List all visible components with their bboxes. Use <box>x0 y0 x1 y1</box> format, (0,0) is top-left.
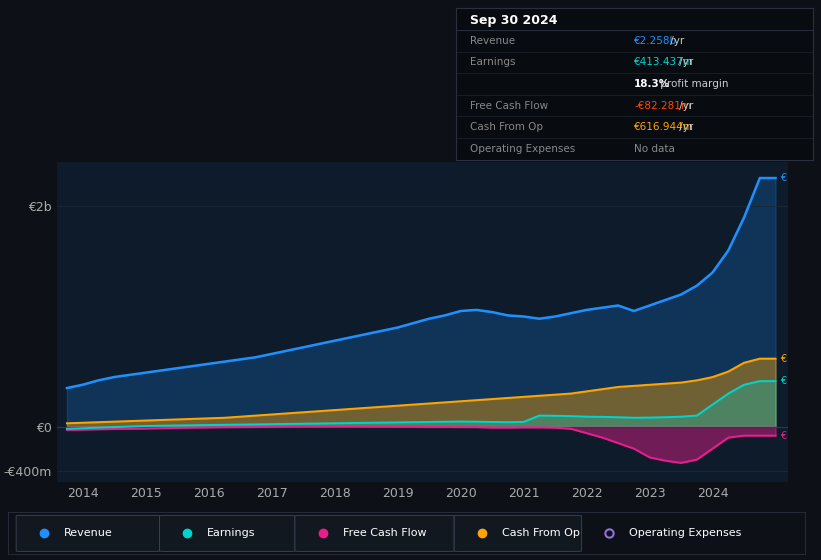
Text: /yr: /yr <box>676 101 693 111</box>
Text: Earnings: Earnings <box>470 58 516 67</box>
Text: €: € <box>780 431 786 441</box>
Text: -€82.281m: -€82.281m <box>635 101 691 111</box>
Text: Revenue: Revenue <box>64 529 112 538</box>
Text: Sep 30 2024: Sep 30 2024 <box>470 14 557 27</box>
Text: Cash From Op: Cash From Op <box>502 529 580 538</box>
Text: Operating Expenses: Operating Expenses <box>630 529 741 538</box>
Text: Revenue: Revenue <box>470 36 515 46</box>
Text: profit margin: profit margin <box>658 79 729 89</box>
FancyBboxPatch shape <box>295 515 454 552</box>
Text: No data: No data <box>635 144 675 154</box>
Text: €616.944m: €616.944m <box>635 122 694 132</box>
Text: /yr: /yr <box>676 122 693 132</box>
Text: Earnings: Earnings <box>207 529 256 538</box>
Text: Free Cash Flow: Free Cash Flow <box>342 529 426 538</box>
FancyBboxPatch shape <box>16 515 159 552</box>
FancyBboxPatch shape <box>454 515 581 552</box>
Text: €: € <box>780 173 786 183</box>
Text: €: € <box>780 376 786 386</box>
Text: /yr: /yr <box>676 58 693 67</box>
FancyBboxPatch shape <box>159 515 295 552</box>
Text: Free Cash Flow: Free Cash Flow <box>470 101 548 111</box>
Text: €413.437m: €413.437m <box>635 58 694 67</box>
Text: Cash From Op: Cash From Op <box>470 122 543 132</box>
Text: 18.3%: 18.3% <box>635 79 671 89</box>
Text: €: € <box>780 354 786 363</box>
Text: Operating Expenses: Operating Expenses <box>470 144 576 154</box>
Text: /yr: /yr <box>667 36 684 46</box>
Text: €2.258b: €2.258b <box>635 36 677 46</box>
